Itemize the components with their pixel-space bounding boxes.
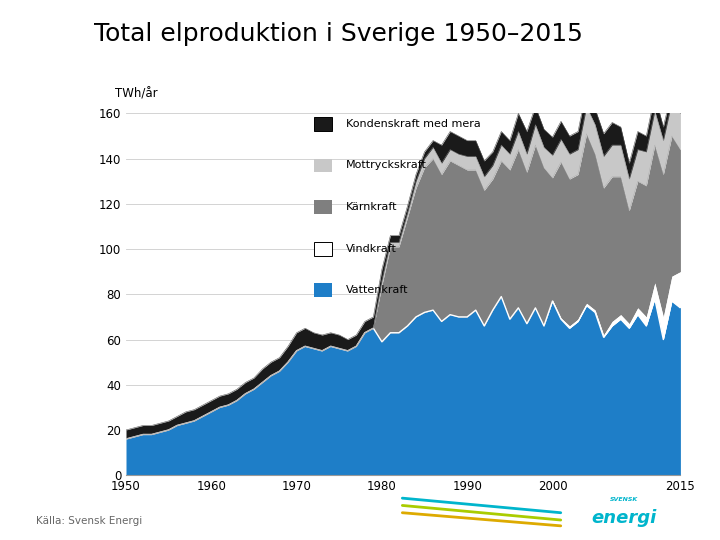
Text: Vattenkraft: Vattenkraft — [346, 285, 409, 295]
Text: Kondenskraft med mera: Kondenskraft med mera — [346, 119, 481, 129]
Text: SVENSK: SVENSK — [610, 497, 638, 502]
Text: Källa: Svensk Energi: Källa: Svensk Energi — [36, 516, 143, 526]
Text: Total elproduktion i Sverige 1950–2015: Total elproduktion i Sverige 1950–2015 — [94, 22, 582, 45]
Text: TWh/år: TWh/år — [115, 87, 158, 101]
Bar — [315, 242, 333, 255]
Bar — [315, 159, 333, 172]
Bar — [315, 117, 333, 131]
Text: Vindkraft: Vindkraft — [346, 244, 397, 254]
Bar — [315, 200, 333, 214]
Text: Mottryckskraft: Mottryckskraft — [346, 160, 427, 171]
Text: energi: energi — [591, 509, 657, 526]
Bar — [315, 284, 333, 297]
Text: Kärnkraft: Kärnkraft — [346, 202, 397, 212]
